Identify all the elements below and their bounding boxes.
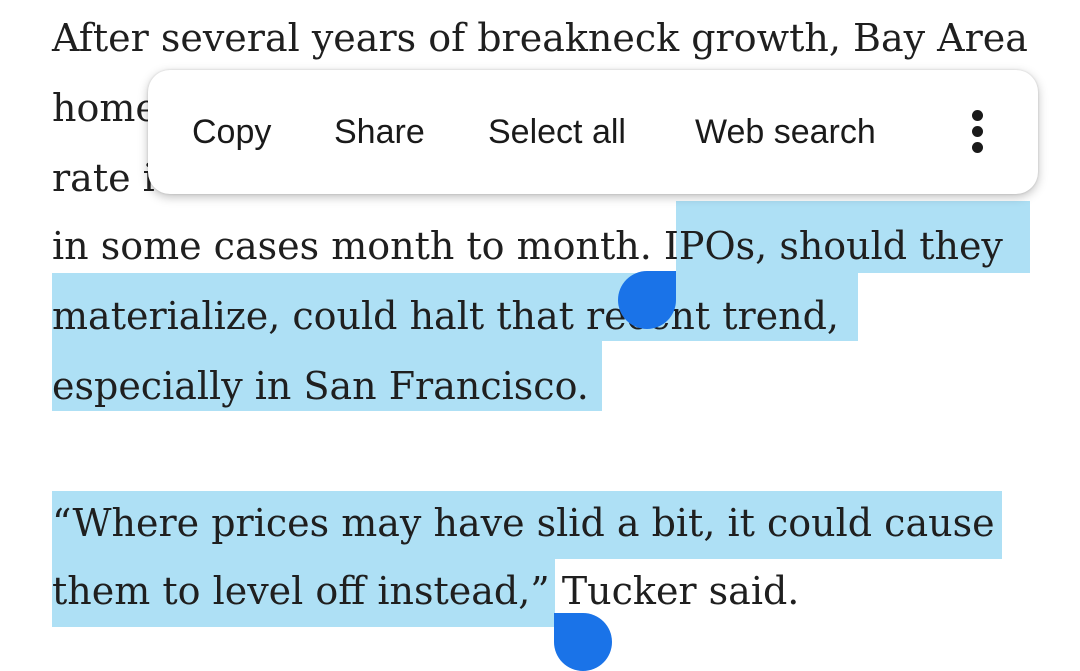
select-all-button[interactable]: Select all	[488, 113, 626, 151]
selected-text[interactable]: “Where prices may have slid a bit, it co…	[52, 501, 995, 545]
selection-highlight	[676, 201, 1030, 273]
article-line[interactable]: home	[52, 86, 158, 130]
selected-text[interactable]: IPOs, should they	[663, 224, 1003, 268]
web-search-button[interactable]: Web search	[695, 113, 876, 151]
dot	[972, 126, 983, 137]
article-text[interactable]: in some cases month to month.	[52, 224, 664, 268]
selection-highlight	[52, 559, 555, 627]
share-button[interactable]: Share	[334, 113, 425, 151]
selection-end-handle[interactable]	[554, 613, 612, 671]
selection-highlight	[52, 491, 1002, 559]
text-selection-toolbar: Copy Share Select all Web search	[148, 70, 1038, 194]
copy-button[interactable]: Copy	[192, 113, 272, 151]
selection-highlight	[52, 341, 602, 411]
article-line[interactable]: After several years of breakneck growth,…	[52, 16, 1028, 60]
selected-text[interactable]: materialize, could halt that recent tren…	[52, 294, 840, 338]
selected-text[interactable]: especially in San Francisco.	[52, 364, 589, 408]
more-vert-icon[interactable]	[960, 108, 996, 156]
dot	[972, 110, 983, 121]
selected-text[interactable]: them to level off instead,”	[52, 569, 550, 613]
article-body: After several years of breakneck growth,…	[52, 16, 1030, 671]
selection-start-handle[interactable]	[618, 271, 676, 329]
article-line[interactable]: them to level off instead,” Tucker said.	[52, 556, 799, 626]
selection-highlight	[52, 273, 858, 341]
article-text[interactable]: Tucker said.	[549, 569, 800, 613]
article-line[interactable]: in some cases month to month. IPOs, shou…	[52, 211, 1003, 281]
article-line[interactable]: rate i	[52, 156, 155, 200]
dot	[972, 142, 983, 153]
